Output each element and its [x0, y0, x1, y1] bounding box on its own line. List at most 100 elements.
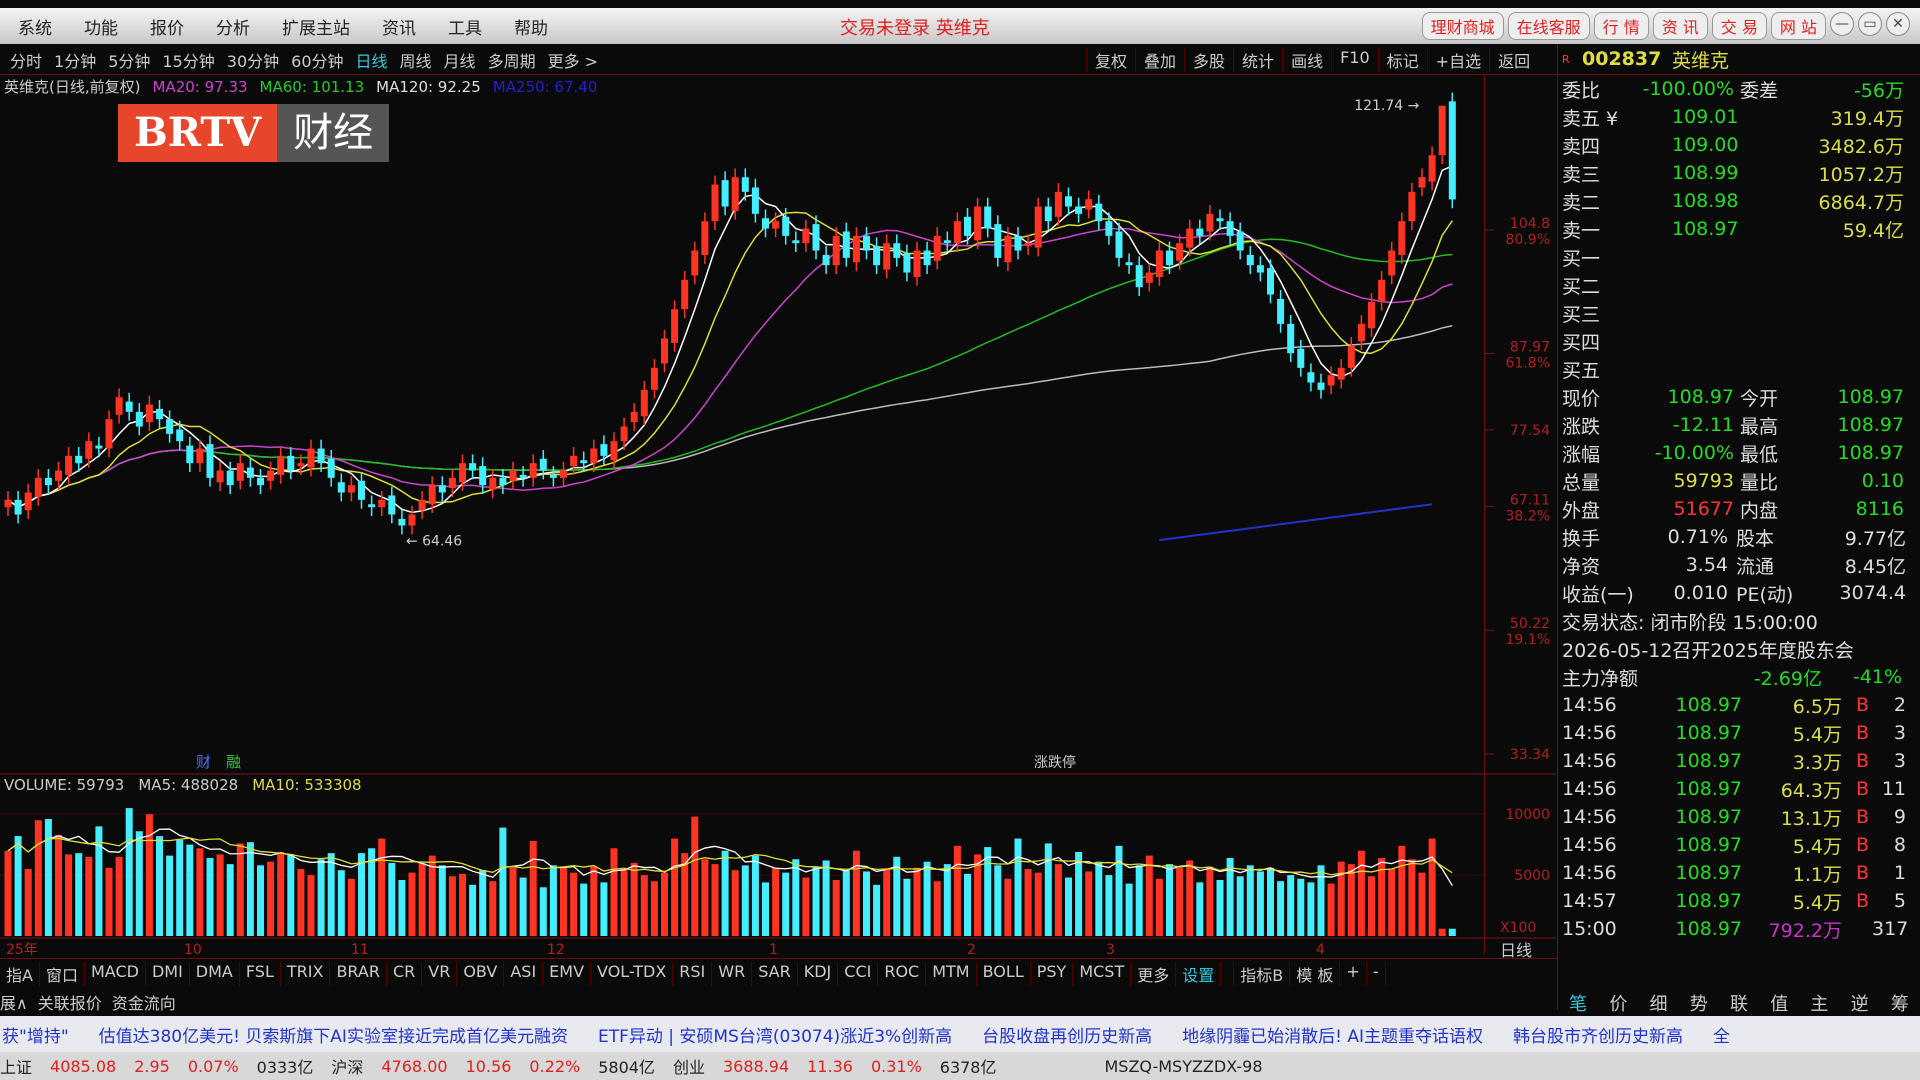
- detail-tab[interactable]: 细: [1649, 994, 1668, 1015]
- indicator-tab[interactable]: 窗口: [40, 962, 85, 986]
- period-tab[interactable]: 15分钟: [162, 52, 215, 71]
- tool-button[interactable]: 复权: [1086, 48, 1135, 72]
- title-button[interactable]: 资 讯: [1652, 12, 1708, 40]
- tool-button[interactable]: 叠加: [1135, 48, 1184, 72]
- title-button[interactable]: 交 易: [1711, 12, 1767, 40]
- period-tab[interactable]: 60分钟: [291, 52, 344, 71]
- period-tab[interactable]: 1分钟: [54, 52, 97, 71]
- period-tab[interactable]: 5分钟: [108, 52, 151, 71]
- cell: -100.00%: [1642, 78, 1734, 100]
- indicator-tab[interactable]: CR: [387, 962, 423, 986]
- indicator-tab[interactable]: CCI: [838, 962, 879, 986]
- indicator-tab[interactable]: DMA: [190, 962, 240, 986]
- indicator-tab[interactable]: KDJ: [798, 962, 839, 986]
- indicator-tab[interactable]: PSY: [1031, 962, 1074, 986]
- candle: [1297, 339, 1305, 377]
- title-button[interactable]: 网 站: [1770, 12, 1826, 40]
- tool-button[interactable]: F10: [1331, 48, 1378, 72]
- candle-body: [14, 499, 22, 515]
- tool-button[interactable]: +自选: [1426, 48, 1489, 72]
- indicator-tab[interactable]: BOLL: [977, 962, 1031, 986]
- menu-item[interactable]: 系统: [18, 18, 52, 39]
- period-tab[interactable]: 30分钟: [226, 52, 280, 71]
- marker-margin[interactable]: 融: [226, 753, 241, 771]
- index-name[interactable]: 上证: [0, 1058, 33, 1077]
- indicator-tab[interactable]: DMI: [146, 962, 190, 986]
- candle: [145, 395, 153, 431]
- tool-button[interactable]: 返回: [1489, 48, 1538, 72]
- detail-tab[interactable]: 势: [1689, 994, 1708, 1015]
- title-button[interactable]: 行 情: [1593, 12, 1649, 40]
- indicator-tab[interactable]: 更多: [1131, 962, 1177, 986]
- news-item[interactable]: 全: [1713, 1026, 1731, 1047]
- news-item[interactable]: 获"增持": [2, 1026, 69, 1047]
- indicator-tab[interactable]: TRIX: [281, 962, 331, 986]
- minimize-button[interactable]: —: [1830, 12, 1854, 36]
- period-tab[interactable]: 更多 >: [547, 52, 599, 71]
- indicator-tab[interactable]: MCST: [1073, 962, 1132, 986]
- period-tab[interactable]: 周线: [399, 52, 432, 71]
- indicator-tab[interactable]: VR: [422, 962, 458, 986]
- indicator-tab[interactable]: -: [1367, 962, 1386, 986]
- indicator-tab[interactable]: BRAR: [330, 962, 387, 986]
- menu-item[interactable]: 资讯: [382, 18, 416, 39]
- period-tab[interactable]: 日线: [355, 52, 388, 71]
- detail-tab[interactable]: 值: [1770, 994, 1789, 1015]
- news-item[interactable]: 地缘阴霾已始消散后! AI主题重夺话语权: [1182, 1026, 1484, 1047]
- menu-item[interactable]: 帮助: [514, 18, 548, 39]
- sub-tab[interactable]: 展∧: [0, 994, 28, 1013]
- detail-tab[interactable]: 逆: [1850, 994, 1869, 1015]
- detail-tab[interactable]: 筹: [1890, 994, 1909, 1015]
- candle-body: [1327, 375, 1335, 386]
- period-tab[interactable]: 多周期: [487, 52, 536, 71]
- indicator-tab[interactable]: 设置: [1176, 962, 1222, 986]
- menu-item[interactable]: 扩展主站: [282, 18, 350, 39]
- index-name[interactable]: 创业: [672, 1058, 705, 1077]
- indicator-tab[interactable]: 指标B: [1234, 962, 1291, 986]
- menu-item[interactable]: 功能: [84, 18, 118, 39]
- restore-button[interactable]: ▭: [1858, 12, 1882, 36]
- indicator-tab[interactable]: [1221, 962, 1235, 986]
- indicator-tab[interactable]: MTM: [926, 962, 977, 986]
- indicator-tab[interactable]: 模 板: [1290, 962, 1341, 986]
- news-item[interactable]: 韩台股市齐创历史新高: [1513, 1026, 1684, 1047]
- marker-financing[interactable]: 财: [196, 753, 211, 771]
- indicator-tab[interactable]: MACD: [85, 962, 146, 986]
- indicator-tab[interactable]: RSI: [673, 962, 713, 986]
- sub-tab[interactable]: 关联报价: [37, 994, 102, 1013]
- indicator-tab[interactable]: 指A: [0, 962, 40, 986]
- news-item[interactable]: 台股收盘再创历史新高: [982, 1026, 1153, 1047]
- menu-item[interactable]: 分析: [216, 18, 250, 39]
- period-tab[interactable]: 月线: [443, 52, 476, 71]
- tool-button[interactable]: 多股: [1184, 48, 1233, 72]
- tool-button[interactable]: 标记: [1377, 48, 1427, 72]
- candle: [358, 471, 365, 509]
- marker-limit[interactable]: 涨跌停: [1034, 754, 1076, 771]
- indicator-tab[interactable]: ROC: [878, 962, 927, 986]
- detail-tab[interactable]: 主: [1810, 994, 1829, 1015]
- indicator-tab[interactable]: EMV: [543, 962, 592, 986]
- close-button[interactable]: ✕: [1886, 12, 1910, 36]
- title-button[interactable]: 在线客服: [1507, 12, 1590, 40]
- indicator-tab[interactable]: +: [1340, 962, 1367, 986]
- period-tab[interactable]: 分时: [10, 52, 43, 71]
- indicator-tab[interactable]: SAR: [752, 962, 798, 986]
- menu-item[interactable]: 报价: [150, 18, 184, 39]
- news-item[interactable]: ETF异动 | 安硕MS台湾(03074)涨近3%创新高: [597, 1026, 953, 1047]
- indicator-tab[interactable]: FSL: [240, 962, 281, 986]
- detail-tab[interactable]: 笔: [1569, 994, 1588, 1015]
- indicator-tab[interactable]: ASI: [504, 962, 544, 986]
- tool-button[interactable]: 画线: [1282, 48, 1331, 72]
- index-name[interactable]: 沪深: [331, 1058, 364, 1077]
- tool-button[interactable]: 统计: [1233, 48, 1282, 72]
- sub-tab[interactable]: 资金流向: [111, 994, 176, 1013]
- indicator-tab[interactable]: OBV: [457, 962, 505, 986]
- detail-tab[interactable]: 价: [1609, 994, 1628, 1015]
- detail-tab[interactable]: 联: [1729, 994, 1748, 1015]
- menu-item[interactable]: 工具: [448, 18, 482, 39]
- title-button[interactable]: 理财商城: [1421, 12, 1504, 40]
- indicator-tab[interactable]: WR: [712, 962, 753, 986]
- news-item[interactable]: 估值达380亿美元! 贝索斯旗下AI实验室接近完成首亿美元融资: [98, 1026, 568, 1047]
- indicator-tab[interactable]: VOL-TDX: [591, 962, 674, 986]
